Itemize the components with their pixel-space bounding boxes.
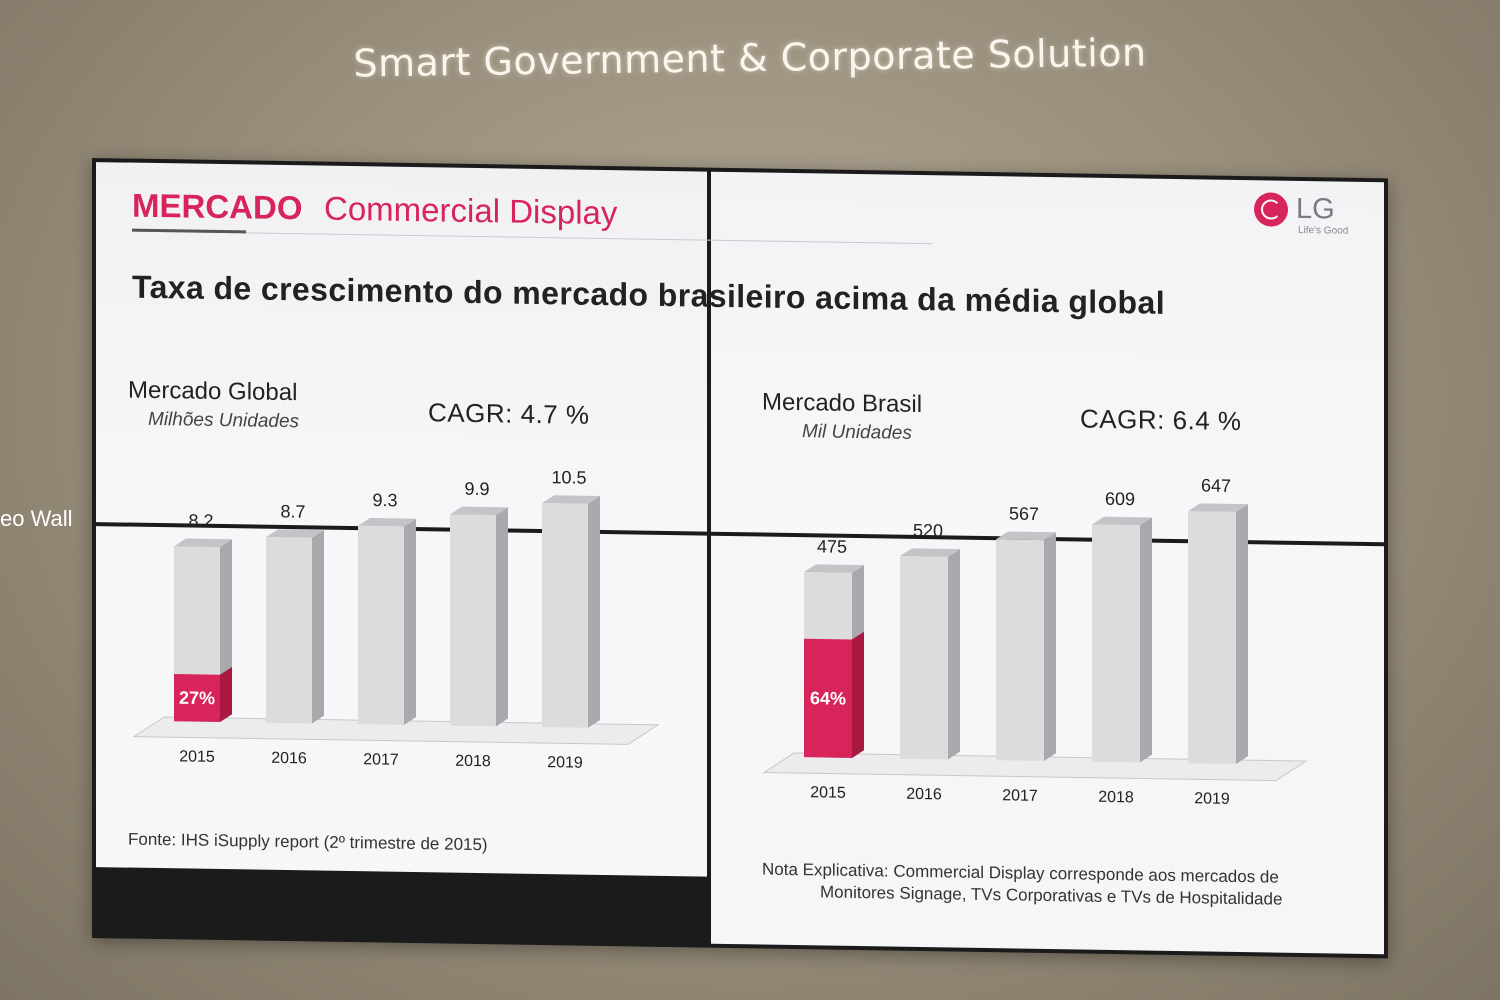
lg-logo-text: LG	[1296, 192, 1335, 226]
chart-global: 27% 8.2 2015 8.7 2016 9.3 2017 9.9 2018 10.5 2019	[132, 467, 660, 772]
bar-value-label: 10.5	[551, 467, 586, 488]
bar-side	[588, 495, 600, 728]
side-label: eo Wall	[0, 506, 73, 531]
bar	[900, 556, 948, 760]
bar-value-label: 9.3	[372, 490, 397, 510]
lg-logo: LG Life's Good	[1254, 190, 1374, 242]
chart-global-unit: Milhões Unidades	[148, 408, 300, 433]
chart-floor	[762, 752, 1308, 782]
year-label: 2016	[271, 750, 307, 768]
bar	[1188, 511, 1236, 764]
lg-logo-icon	[1254, 192, 1288, 227]
bar-side	[312, 530, 324, 724]
bar-value-label: 609	[1105, 489, 1135, 509]
year-label: 2017	[1002, 787, 1038, 805]
year-label: 2015	[810, 784, 846, 802]
bar-value-label: 8.2	[188, 511, 213, 531]
bar-highlight-label: 27%	[179, 688, 215, 709]
bar-top	[266, 529, 324, 538]
chart-global-cagr: CAGR: 4.7 %	[428, 397, 590, 430]
bar-highlight	[804, 638, 852, 758]
lg-logo-tagline: Life's Good	[1298, 224, 1349, 237]
chart-global-title: Mercado Global	[128, 376, 298, 407]
chart-brasil-unit: Mil Unidades	[802, 421, 912, 444]
year-label: 2017	[363, 751, 399, 769]
bar-side	[948, 549, 960, 760]
chart-brasil: 64% 475 2015 520 2016 567 2017 609 2018 647 2019	[762, 475, 1308, 808]
bar-value-label: 520	[913, 520, 943, 540]
bar	[1092, 524, 1140, 763]
bar-side	[404, 518, 416, 725]
bar-side	[1044, 532, 1056, 761]
year-label: 2018	[1098, 789, 1134, 807]
bar	[358, 525, 404, 725]
bar-value-label: 9.9	[464, 479, 489, 499]
header-divider	[132, 230, 932, 245]
bar-value-label: 8.7	[280, 501, 305, 521]
bar-top	[1092, 516, 1152, 526]
slide-tag: MERCADO	[132, 186, 303, 227]
bar-top	[1188, 503, 1248, 512]
bar-top	[804, 564, 864, 573]
year-label: 2015	[179, 748, 215, 766]
bar-side	[1236, 504, 1248, 764]
bar-highlight	[174, 674, 220, 723]
bar-value-label: 647	[1201, 475, 1231, 495]
slide: MERCADO Commercial Display Taxa de cresc…	[92, 158, 1388, 958]
bar	[996, 539, 1044, 761]
year-label: 2018	[455, 753, 491, 771]
bar-value-label: 567	[1009, 504, 1039, 524]
year-label: 2019	[547, 754, 583, 772]
chart-floor	[132, 716, 660, 745]
bar-top	[542, 495, 600, 504]
chart-brasil-note: Nota Explicativa: Commercial Display cor…	[762, 859, 1282, 911]
bar	[266, 537, 312, 724]
year-label: 2016	[906, 786, 942, 804]
bar-highlight-label: 64%	[810, 688, 846, 709]
bar-top	[174, 538, 232, 548]
bar-side	[496, 507, 508, 727]
slide-subtitle: Commercial Display	[324, 189, 618, 232]
chart-brasil-title: Mercado Brasil	[762, 388, 923, 419]
header-accent-bar	[132, 228, 246, 234]
video-wall-screen: MERCADO Commercial Display Taxa de cresc…	[92, 158, 1388, 959]
bar	[450, 514, 496, 727]
bar-highlight-side	[852, 631, 864, 758]
year-label: 2019	[1194, 790, 1230, 808]
bar	[542, 503, 588, 728]
bar-side	[1140, 517, 1152, 763]
chart-brasil-cagr: CAGR: 6.4 %	[1080, 403, 1242, 437]
bar-top	[358, 517, 416, 527]
bar-top	[900, 548, 960, 557]
bar-highlight-side	[220, 666, 232, 723]
wall-title: Smart Government & Corporate Solution	[353, 30, 1147, 86]
chart-global-source: Fonte: IHS iSupply report (2º trimestre …	[128, 829, 488, 855]
bar-top	[996, 531, 1056, 541]
bar-value-label: 475	[817, 536, 847, 556]
bar-top	[450, 506, 508, 516]
slide-headline: Taxa de crescimento do mercado brasileir…	[132, 268, 1165, 321]
